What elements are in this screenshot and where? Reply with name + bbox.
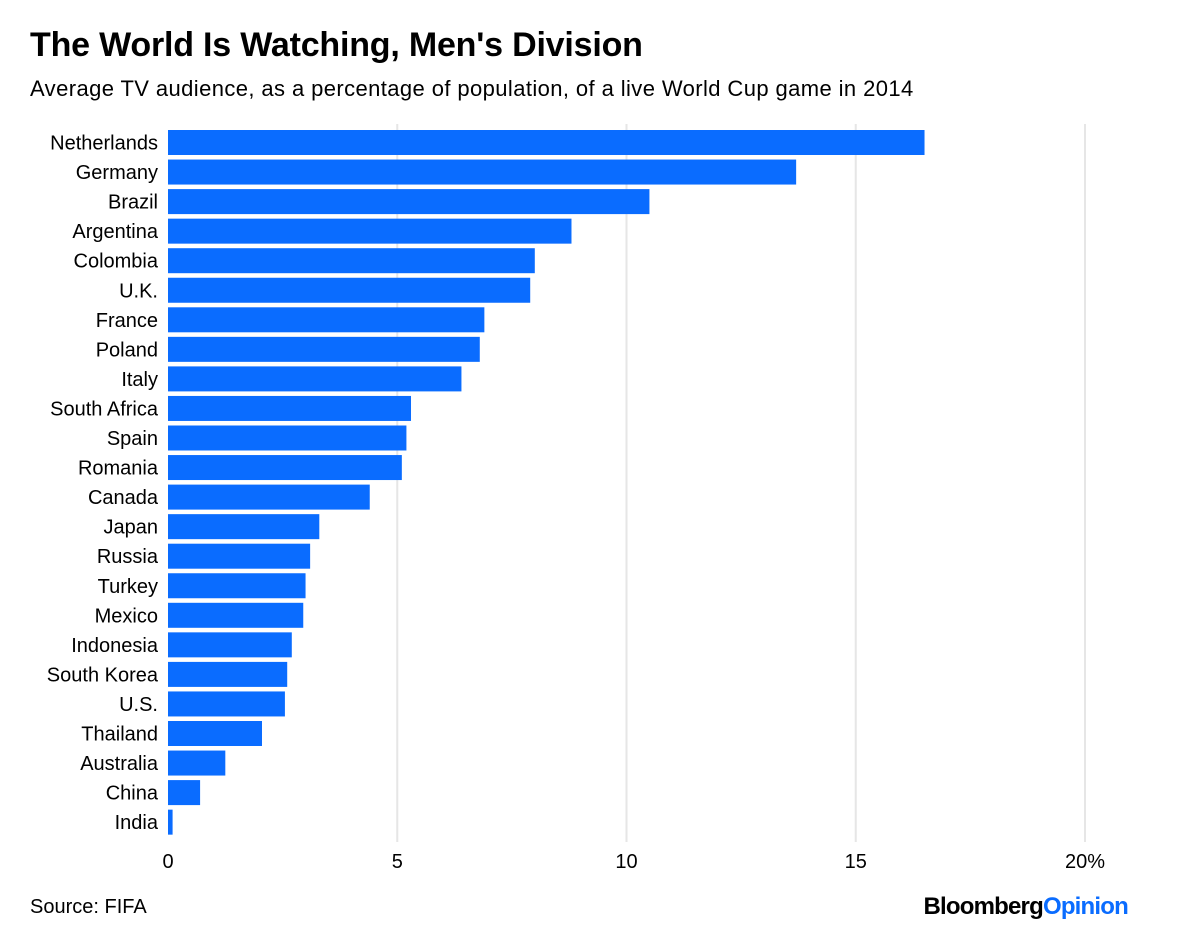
category-label: China [106, 783, 159, 805]
category-label: Spain [107, 428, 158, 450]
bar [168, 130, 925, 155]
bar [168, 277, 531, 303]
bar [168, 809, 173, 835]
bar [168, 750, 226, 776]
category-label: Canada [88, 487, 159, 509]
bar [168, 218, 572, 244]
bar [168, 484, 370, 510]
x-tick-label: 20% [1065, 851, 1105, 873]
chart-title: The World Is Watching, Men's Division [30, 26, 643, 64]
chart-subtitle: Average TV audience, as a percentage of … [30, 76, 914, 101]
bar [168, 395, 412, 421]
bar [168, 780, 201, 806]
x-axis-tick-labels: 0 5 10 15 20% [162, 851, 1105, 873]
bar [168, 189, 650, 215]
source-note: Source: FIFA [30, 896, 147, 918]
bar [168, 632, 292, 658]
bar [168, 602, 304, 628]
bar [168, 661, 288, 687]
category-label: Colombia [74, 251, 159, 273]
category-label: France [96, 310, 158, 332]
bar [168, 573, 306, 599]
category-label: Argentina [72, 221, 158, 243]
category-label: Brazil [108, 192, 158, 214]
grid-lines [396, 124, 1086, 842]
category-label: Thailand [81, 724, 158, 746]
bar [168, 455, 402, 481]
category-label: South Africa [50, 398, 159, 420]
bar [168, 543, 311, 569]
category-label: Japan [104, 517, 159, 539]
bar [168, 336, 480, 362]
category-label: Italy [121, 369, 158, 391]
x-tick-label: 15 [845, 851, 867, 873]
category-label: Indonesia [71, 635, 159, 657]
bar [168, 159, 797, 185]
category-label: Germany [76, 162, 158, 184]
category-label: Russia [97, 546, 159, 568]
category-label: U.K. [119, 280, 158, 302]
x-tick-label: 0 [162, 851, 173, 873]
bar [168, 425, 407, 451]
x-tick-label: 5 [392, 851, 403, 873]
bar [168, 691, 285, 717]
category-label: Romania [78, 458, 159, 480]
bars [168, 130, 925, 835]
category-label: Netherlands [50, 133, 158, 155]
category-label: Turkey [98, 576, 158, 598]
x-tick-label: 10 [615, 851, 637, 873]
category-label: India [115, 812, 159, 834]
category-label: Australia [80, 753, 159, 775]
category-label: Mexico [95, 605, 158, 627]
category-labels: Netherlands Germany Brazil Argentina Colombi… [47, 133, 159, 835]
bar [168, 366, 462, 392]
bar [168, 248, 535, 274]
bloomberg-opinion-logo: BloombergOpinion [923, 893, 1128, 920]
category-label: Poland [96, 339, 158, 361]
category-label: South Korea [47, 664, 159, 686]
bar [168, 514, 320, 540]
category-label: U.S. [119, 694, 158, 716]
bar [168, 721, 262, 746]
bar [168, 307, 485, 333]
